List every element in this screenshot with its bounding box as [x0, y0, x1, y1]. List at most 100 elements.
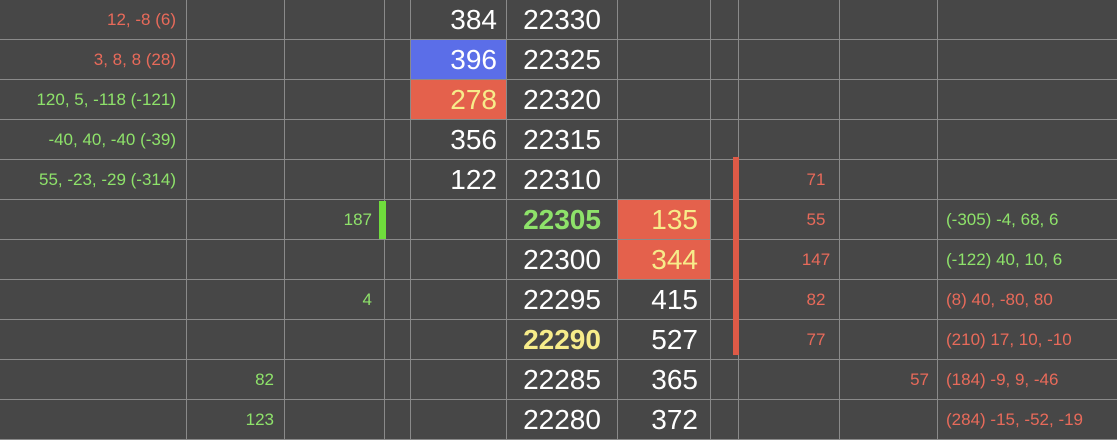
grid-column-line — [710, 0, 711, 439]
bid-volume — [411, 200, 506, 239]
ask-small-value — [840, 160, 937, 199]
ask-small-value — [840, 280, 937, 319]
price-level: 22300 — [523, 243, 601, 275]
bid-delta — [284, 160, 384, 199]
grid-row-line — [0, 399, 1117, 400]
left-stats — [0, 280, 186, 319]
grid-row-line — [0, 359, 1117, 360]
right-stats: (210) 17, 10, -10 — [946, 329, 1072, 349]
ask-volume — [618, 80, 710, 119]
bid-small-value — [186, 120, 284, 159]
left-stats: 55, -23, -29 (-314) — [38, 169, 176, 189]
bid-delta — [284, 320, 384, 359]
price-level: 22320 — [523, 83, 601, 115]
ask-delta — [739, 120, 839, 159]
ask-delta: 71 — [806, 169, 826, 189]
ask-small-value — [840, 80, 937, 119]
bid-volume: 356 — [450, 123, 497, 155]
right-stats: (284) -15, -52, -19 — [946, 409, 1084, 429]
ask-volume — [618, 120, 710, 159]
ask-small-value — [840, 400, 937, 439]
grid-column-line — [617, 0, 618, 439]
bid-delta — [284, 240, 384, 279]
bid-delta — [284, 360, 384, 399]
grid-column-line — [284, 0, 285, 439]
grid-row-line — [0, 39, 1117, 40]
bid-volume — [411, 280, 506, 319]
ask-volume: 365 — [651, 363, 698, 395]
bid-delta: 187 — [343, 209, 372, 229]
price-level: 22315 — [523, 123, 601, 155]
bid-small-value — [186, 40, 284, 79]
right-stats — [938, 120, 1117, 159]
right-stats — [938, 0, 1117, 39]
price-level: 22280 — [523, 403, 601, 435]
price-level: 22310 — [523, 163, 601, 195]
bid-small-value — [186, 80, 284, 119]
bid-volume: 396 — [411, 40, 506, 79]
ask-delta — [739, 80, 839, 119]
left-stats — [0, 200, 186, 239]
left-stats: 12, -8 (6) — [107, 9, 176, 29]
bid-delta — [284, 80, 384, 119]
ask-small-value — [840, 320, 937, 359]
price-level: 22325 — [523, 43, 601, 75]
bid-volume — [411, 320, 506, 359]
price-level: 22285 — [523, 363, 601, 395]
ask-volume — [618, 40, 710, 79]
price-level: 22305 — [523, 203, 601, 235]
ask-volume: 135 — [618, 200, 710, 239]
ask-volume: 344 — [618, 240, 710, 279]
right-stats — [938, 160, 1117, 199]
left-stats — [0, 360, 186, 399]
grid-row-line — [0, 279, 1117, 280]
ask-volume — [618, 0, 710, 39]
bid-volume: 122 — [450, 163, 497, 195]
right-stats: (8) 40, -80, 80 — [946, 289, 1053, 309]
grid-row-line — [0, 239, 1117, 240]
bid-volume — [411, 400, 506, 439]
ask-delta: 147 — [801, 249, 831, 269]
ask-volume-bar — [733, 157, 739, 355]
grid-row-line — [0, 319, 1117, 320]
grid-column-line — [506, 0, 507, 439]
bid-delta — [284, 40, 384, 79]
grid-column-line — [410, 0, 411, 439]
right-stats: (184) -9, 9, -46 — [946, 369, 1059, 389]
bid-small-value — [186, 0, 284, 39]
price-level: 22290 — [523, 323, 601, 355]
left-stats: 120, 5, -118 (-121) — [36, 89, 176, 109]
right-stats: (-305) -4, 68, 6 — [946, 209, 1059, 229]
bid-volume — [411, 360, 506, 399]
left-stats — [0, 320, 186, 359]
left-stats: 3, 8, 8 (28) — [93, 49, 176, 69]
ask-volume: 527 — [651, 323, 698, 355]
bid-small-value: 123 — [245, 409, 274, 429]
right-stats: (-122) 40, 10, 6 — [946, 249, 1063, 269]
grid-column-line — [186, 0, 187, 439]
ask-small-value — [840, 200, 937, 239]
bid-delta — [284, 0, 384, 39]
bid-small-value — [186, 240, 284, 279]
ask-small-value — [840, 40, 937, 79]
bid-small-value — [186, 320, 284, 359]
bid-volume — [411, 240, 506, 279]
ask-delta — [739, 360, 839, 399]
left-stats — [0, 240, 186, 279]
ask-small-value — [840, 120, 937, 159]
bid-volume: 278 — [411, 80, 506, 119]
bid-small-value — [186, 280, 284, 319]
left-stats: -40, 40, -40 (-39) — [48, 129, 176, 149]
ask-small-value: 57 — [910, 369, 929, 389]
ask-small-value — [840, 0, 937, 39]
ask-volume: 415 — [651, 283, 698, 315]
price-level: 22330 — [523, 3, 601, 35]
grid-row-line — [0, 79, 1117, 80]
bid-delta — [284, 120, 384, 159]
bid-small-value — [186, 200, 284, 239]
bid-delta: 4 — [362, 289, 372, 309]
left-stats — [0, 400, 186, 439]
ask-delta: 77 — [806, 329, 826, 349]
grid-row-line — [0, 119, 1117, 120]
